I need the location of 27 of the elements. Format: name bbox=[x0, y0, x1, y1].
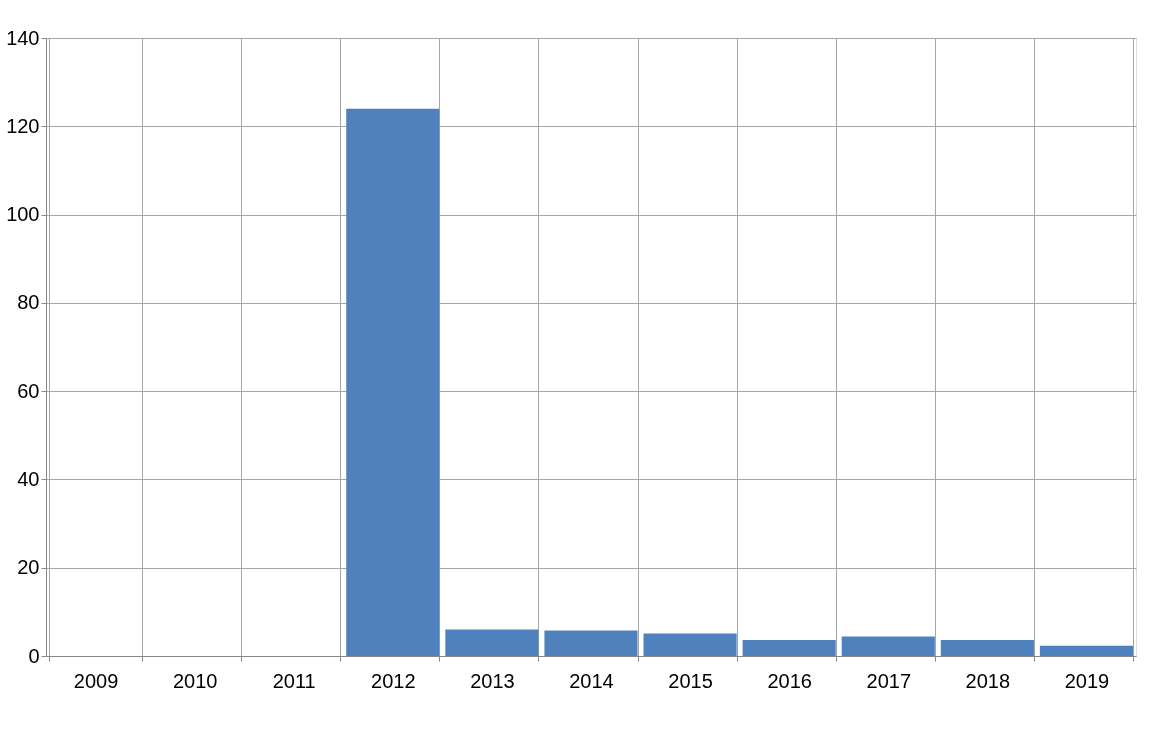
bar bbox=[841, 636, 935, 656]
y-tick-label: 80 bbox=[17, 291, 40, 314]
y-tick-label: 140 bbox=[6, 26, 40, 49]
x-tick-label: 2009 bbox=[73, 669, 119, 692]
y-tick-label: 100 bbox=[6, 203, 40, 226]
x-tick-label: 2012 bbox=[371, 669, 416, 692]
x-tick-label: 2019 bbox=[1064, 669, 1110, 692]
bar bbox=[742, 640, 836, 656]
bar bbox=[544, 630, 638, 656]
x-tick-label: 2016 bbox=[767, 669, 812, 692]
bar bbox=[346, 108, 440, 656]
x-tick-label: 2010 bbox=[172, 669, 218, 692]
bar bbox=[940, 640, 1034, 656]
x-tick-label: 2014 bbox=[569, 669, 614, 692]
bar bbox=[1039, 645, 1134, 656]
bar bbox=[643, 633, 737, 656]
y-tick-label: 60 bbox=[17, 379, 40, 402]
x-tick-label: 2017 bbox=[866, 669, 912, 692]
y-tick-label: 40 bbox=[17, 467, 40, 490]
bar bbox=[445, 629, 539, 656]
x-tick-label: 2013 bbox=[470, 669, 515, 692]
x-tick-label: 2015 bbox=[668, 669, 713, 692]
x-tick-label: 2018 bbox=[965, 669, 1011, 692]
y-tick-label: 120 bbox=[6, 114, 40, 137]
y-tick-label: 20 bbox=[17, 556, 40, 579]
y-tick-label: 0 bbox=[28, 644, 40, 667]
x-tick-label: 2011 bbox=[272, 669, 316, 692]
